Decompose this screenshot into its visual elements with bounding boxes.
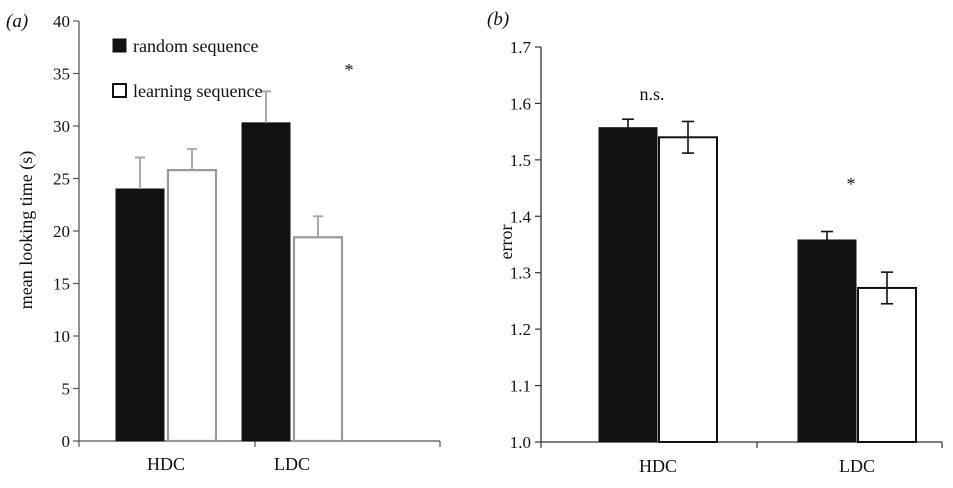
panel-b-label: (b) — [487, 9, 509, 30]
panel-a-y-tick-label: 5 — [62, 380, 71, 399]
panel-a-bar — [241, 122, 291, 442]
panel-b-y-tick-label: 1.2 — [510, 320, 531, 339]
panel-a-y-tick-label: 15 — [53, 275, 70, 294]
panel-b-y-tick-label: 1.6 — [510, 94, 531, 113]
panel-a-significance-marker: * — [345, 60, 354, 80]
panel-a-bar — [115, 188, 165, 442]
panel-b-bars — [598, 118, 917, 444]
panel-a-y-tick-label: 0 — [62, 432, 71, 451]
panel-a-bar — [166, 169, 218, 443]
panel-a-label: (a) — [6, 11, 28, 32]
panel-a-legend-swatch — [112, 38, 127, 53]
chart-panel-b: (b) error 1.0 1.1 1.2 1.3 1.4 1.5 1.6 1.7 HDC LDC… — [487, 9, 943, 476]
panel-b-y-axis-label: error — [496, 225, 516, 260]
panel-a-x-tick-label: HDC — [147, 454, 185, 474]
panel-b-y-tick-label: 1.5 — [510, 151, 531, 170]
panel-a-legend-label: random sequence — [133, 36, 258, 56]
panel-b-x-tick-label: LDC — [839, 456, 875, 476]
panel-b-significance-marker: n.s. — [639, 84, 664, 104]
panel-b-y-tick-label: 1.3 — [510, 264, 531, 283]
panel-b-significance-marker: * — [847, 174, 856, 194]
panel-b-y-tick-label: 1.0 — [510, 433, 531, 452]
panel-a-y-tick-label: 25 — [53, 170, 70, 189]
panel-a-bar — [292, 236, 344, 443]
panel-a-y-tick-label: 30 — [53, 117, 70, 136]
panel-a-y-tick-label: 40 — [53, 12, 70, 31]
panel-a-legend-swatch — [112, 83, 127, 98]
panel-b-bar — [797, 239, 857, 443]
panel-b-annotations: n.s. * — [639, 84, 855, 194]
panel-b-bar — [598, 127, 658, 443]
panel-a-y-tick-label: 35 — [53, 65, 70, 84]
panel-a-axes: 0 5 10 15 20 25 30 35 40 HDC LDC — [53, 12, 441, 474]
panel-a-annotations: * — [345, 60, 354, 80]
panel-b-x-tick-label: HDC — [639, 456, 677, 476]
panel-a-bars — [115, 90, 344, 443]
panel-a-y-axis-label: mean looking time (s) — [16, 151, 37, 309]
panel-b-y-tick-label: 1.1 — [510, 377, 531, 396]
chart-panel-a: (a) mean looking time (s) 0 5 10 15 20 25 30 35… — [6, 11, 441, 474]
panel-b-bar — [658, 136, 718, 444]
panel-a-x-tick-label: LDC — [274, 454, 310, 474]
panel-a-legend-label: learning sequence — [133, 81, 262, 101]
panel-a-legend: random sequence learning sequence — [112, 36, 262, 101]
panel-a-y-tick-label: 20 — [53, 222, 70, 241]
panel-a-y-tick-label: 10 — [53, 327, 70, 346]
panel-b-y-tick-label: 1.7 — [510, 38, 532, 57]
panel-b-bar — [857, 286, 917, 444]
panel-b-y-tick-label: 1.4 — [510, 207, 532, 226]
